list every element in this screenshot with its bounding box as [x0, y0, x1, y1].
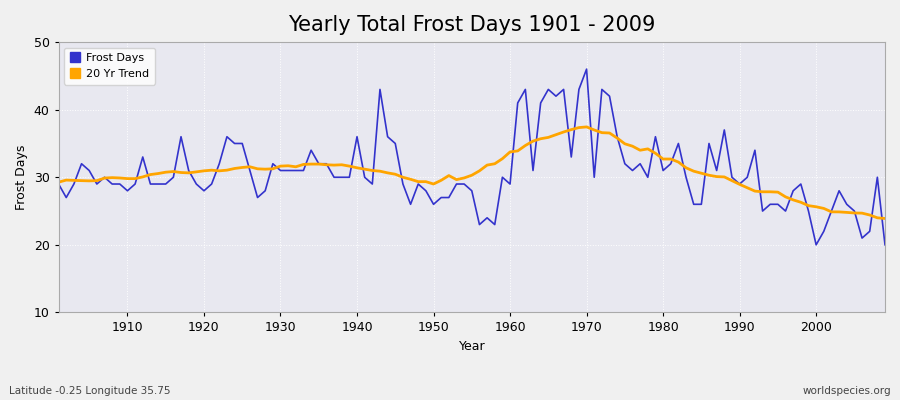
Y-axis label: Frost Days: Frost Days — [15, 144, 28, 210]
Frost Days — [497, 175, 508, 180]
Frost Days — [328, 175, 339, 180]
Frost Days — [114, 182, 125, 186]
Frost Days — [879, 242, 890, 247]
20 Yr Trend — [328, 163, 339, 168]
Text: worldspecies.org: worldspecies.org — [803, 386, 891, 396]
Frost Days — [811, 242, 822, 247]
Text: Latitude -0.25 Longitude 35.75: Latitude -0.25 Longitude 35.75 — [9, 386, 170, 396]
20 Yr Trend — [505, 150, 516, 154]
Frost Days — [581, 67, 592, 72]
Frost Days — [604, 94, 615, 98]
Line: 20 Yr Trend: 20 Yr Trend — [58, 127, 885, 218]
20 Yr Trend — [283, 163, 293, 168]
20 Yr Trend — [53, 180, 64, 184]
20 Yr Trend — [604, 131, 615, 136]
Frost Days — [53, 182, 64, 186]
Frost Days — [505, 182, 516, 186]
20 Yr Trend — [114, 176, 125, 180]
Legend: Frost Days, 20 Yr Trend: Frost Days, 20 Yr Trend — [64, 48, 155, 84]
20 Yr Trend — [497, 156, 508, 161]
X-axis label: Year: Year — [458, 340, 485, 353]
20 Yr Trend — [879, 216, 890, 221]
20 Yr Trend — [581, 124, 592, 129]
Title: Yearly Total Frost Days 1901 - 2009: Yearly Total Frost Days 1901 - 2009 — [288, 15, 655, 35]
Line: Frost Days: Frost Days — [58, 69, 885, 245]
Frost Days — [283, 168, 293, 173]
